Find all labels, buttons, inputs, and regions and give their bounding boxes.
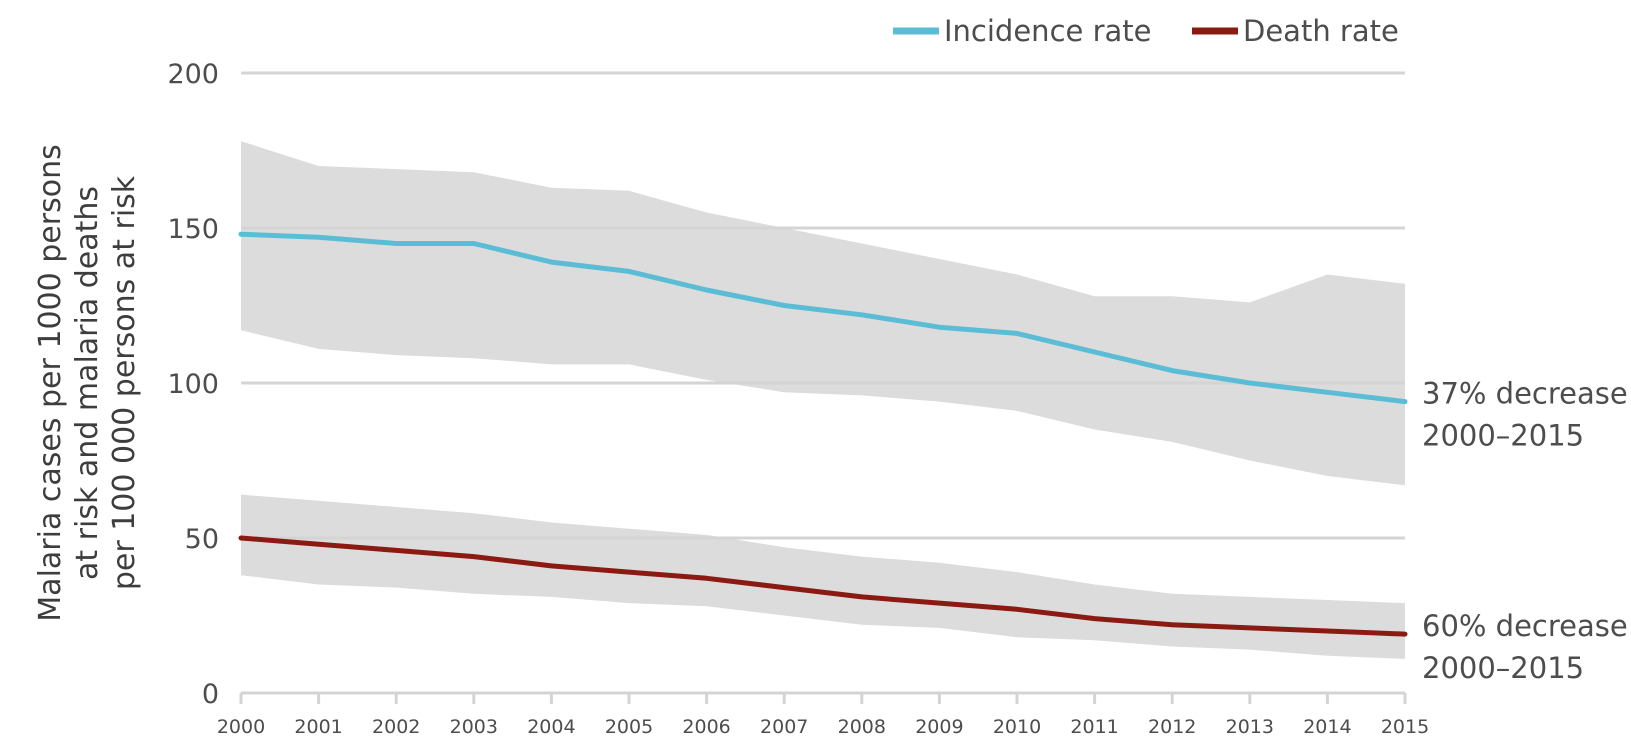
x-tick-label: 2004 <box>527 716 575 738</box>
y-tick-label: 200 <box>167 59 219 90</box>
x-tick-label: 2009 <box>915 716 963 738</box>
annotation-line: 2000–2015 <box>1422 651 1584 685</box>
x-tick-label: 2001 <box>294 716 342 738</box>
y-axis-label-line: Malaria cases per 1000 persons <box>33 144 68 621</box>
x-tick-label: 2008 <box>838 716 886 738</box>
x-tick-label: 2010 <box>993 716 1041 738</box>
y-tick-label: 50 <box>185 524 219 555</box>
x-tick-label: 2003 <box>450 716 498 738</box>
x-tick-label: 2013 <box>1226 716 1274 738</box>
y-tick-label: 0 <box>202 679 219 710</box>
x-tick-label: 2014 <box>1303 716 1351 738</box>
y-axis-label-line: per 100 000 persons at risk <box>107 175 142 590</box>
x-tick-label: 2012 <box>1148 716 1196 738</box>
legend-label: Death rate <box>1243 14 1399 48</box>
uncertainty-band-0 <box>241 141 1405 486</box>
x-tick-label: 2007 <box>760 716 808 738</box>
uncertainty-band-1 <box>241 494 1405 659</box>
x-tick-label: 2000 <box>217 716 265 738</box>
y-tick-label: 150 <box>167 214 219 245</box>
x-tick-label: 2005 <box>605 716 653 738</box>
decrease-annotation: 37% decrease 2000–2015 <box>1422 377 1628 453</box>
y-axis-label: Malaria cases per 1000 personsat risk an… <box>33 144 142 621</box>
y-axis-label-line: at risk and malaria deaths <box>70 186 105 580</box>
x-tick-label: 2015 <box>1381 716 1429 738</box>
legend-label: Incidence rate <box>944 14 1151 48</box>
x-tick-label: 2011 <box>1070 716 1118 738</box>
y-tick-label: 100 <box>167 369 219 400</box>
x-tick-label: 2002 <box>372 716 420 738</box>
series-line-0 <box>238 231 1408 405</box>
annotation-line: 60% decrease <box>1422 609 1628 643</box>
series-line-1 <box>238 535 1408 637</box>
annotation-line: 37% decrease <box>1422 377 1628 411</box>
x-tick-label: 2006 <box>682 716 730 738</box>
annotation-line: 2000–2015 <box>1422 419 1584 453</box>
decrease-annotation: 60% decrease 2000–2015 <box>1422 609 1628 685</box>
